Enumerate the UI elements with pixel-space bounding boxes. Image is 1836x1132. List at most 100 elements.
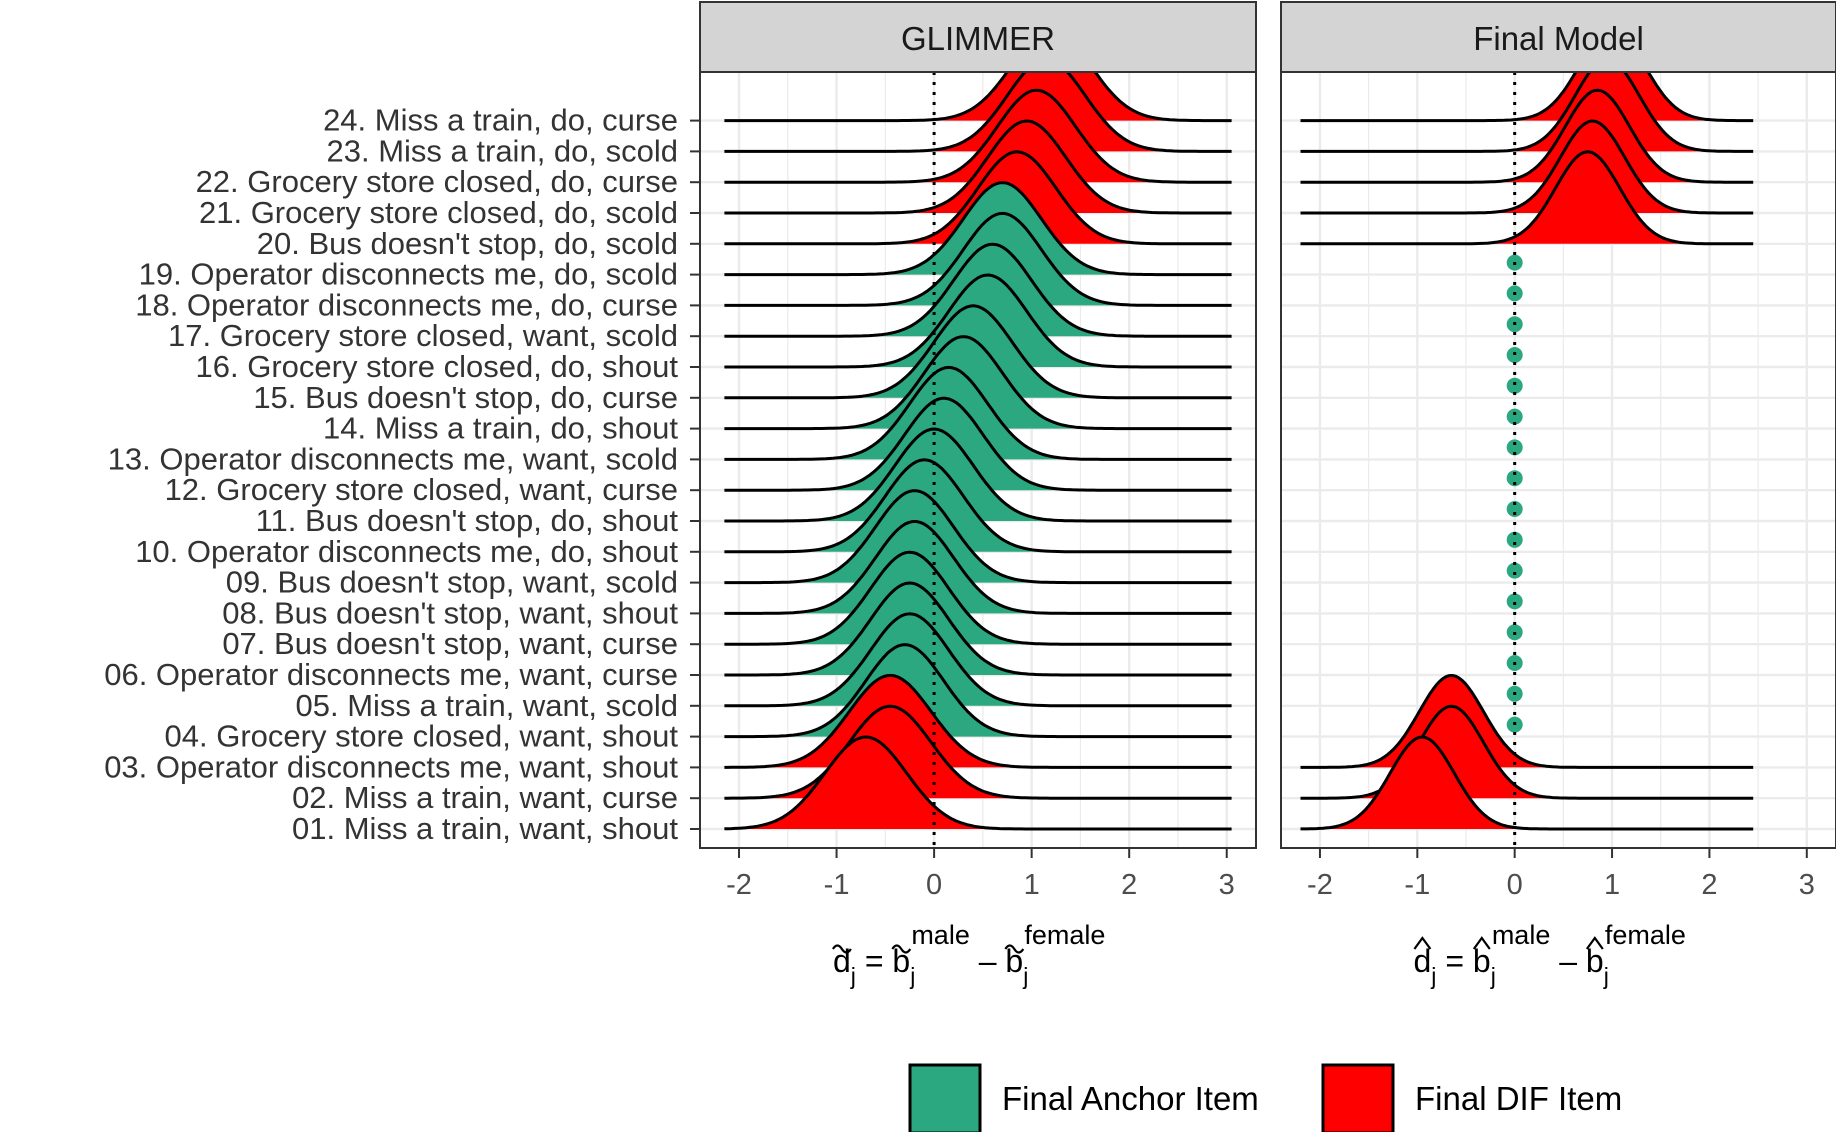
ridge-fill — [1300, 121, 1754, 213]
ridges — [724, 27, 1232, 831]
item-label: 21. Grocery store closed, do, scold — [199, 195, 678, 230]
strip-title: GLIMMER — [901, 20, 1055, 57]
panel-final-model: Final Model -2 -1 0 1 2 3 dj = bjmale – bjfemal… — [1280, 1, 1836, 989]
ridge-fill — [724, 429, 1232, 521]
x-axis-label: dj = bjmale – bjfemale — [831, 920, 1105, 989]
anchor-point — [1506, 593, 1523, 610]
legend-key-anchor — [908, 1063, 982, 1132]
x-axis-label-text: dj = bjmale – bjfemale — [833, 920, 1105, 989]
legend-label: Final DIF Item — [1415, 1080, 1622, 1117]
anchor-point — [1506, 531, 1523, 548]
ridge-outline — [724, 57, 1232, 153]
x-tick-label: -2 — [1307, 869, 1333, 901]
x-tick-label: 0 — [926, 869, 942, 901]
x-tick-label: 3 — [1219, 869, 1235, 901]
x-axis-label: dj = bjmale – bjfemale — [1414, 920, 1686, 989]
item-label: 01. Miss a train, want, shout — [292, 811, 678, 846]
anchor-point — [1506, 501, 1523, 517]
strip-background — [1280, 1, 1836, 73]
ridge-outline — [724, 581, 1232, 677]
ridge-outline — [724, 304, 1232, 400]
x-tick-label: -2 — [726, 869, 752, 901]
hat-mark — [1585, 936, 1604, 950]
ridge-fill — [724, 90, 1232, 183]
ridge-fill — [724, 459, 1232, 552]
anchor-point — [1506, 377, 1523, 394]
ridge-outline — [724, 704, 1232, 800]
x-tick-label: 2 — [1701, 869, 1717, 901]
item-label: 06. Operator disconnects me, want, curse — [104, 657, 678, 692]
strip-title: Final Model — [1473, 20, 1644, 57]
legend: Final Anchor Item Final DIF Item — [908, 1063, 1622, 1132]
legend-key-dif — [1321, 1063, 1395, 1132]
item-label: 15. Bus doesn't stop, do, curse — [253, 380, 678, 415]
ridge-outline — [724, 673, 1232, 769]
item-label: 08. Bus doesn't stop, want, shout — [222, 595, 678, 630]
ridge-outline — [724, 211, 1232, 307]
ridge-fill — [724, 737, 1232, 829]
ridge-outline — [1300, 674, 1754, 769]
x-tick-label: -1 — [824, 869, 850, 901]
ridge-outline — [724, 458, 1232, 554]
ridge-fill — [1300, 90, 1754, 183]
x-axis: -2 -1 0 1 2 3 — [1307, 848, 1815, 901]
ridge-outline — [724, 273, 1232, 369]
ridge-outline — [724, 396, 1232, 492]
item-label: 17. Grocery store closed, want, scold — [168, 318, 678, 353]
ridge-fill — [724, 552, 1232, 645]
tilde-mark — [831, 944, 852, 954]
item-label: 18. Operator disconnects me, do, curse — [135, 287, 678, 322]
item-label: 12. Grocery store closed, want, curse — [165, 472, 678, 507]
ridge-outline — [724, 365, 1232, 461]
item-label: 10. Operator disconnects me, do, shout — [135, 534, 678, 569]
ridge-outline — [724, 612, 1232, 708]
hat-mark — [1413, 936, 1432, 950]
ridges — [1300, 27, 1754, 831]
item-label: 22. Grocery store closed, do, curse — [196, 164, 678, 199]
ridge-outline — [724, 427, 1232, 523]
anchor-point — [1506, 470, 1523, 487]
ridge-fill — [724, 583, 1232, 675]
ridge-fill — [724, 59, 1232, 152]
ridge-outline — [1300, 150, 1754, 246]
item-label: 09. Bus doesn't stop, want, scold — [226, 565, 678, 600]
x-tick-label: 2 — [1121, 869, 1137, 901]
tilde-mark — [891, 944, 912, 954]
ridge-outline — [1300, 735, 1754, 831]
ridge-outline — [724, 150, 1232, 246]
ridge-outline — [724, 520, 1232, 615]
x-axis-label-text: dj = bjmale – bjfemale — [1414, 920, 1686, 989]
ridge-outline — [724, 643, 1232, 739]
item-label: 19. Operator disconnects me, do, scold — [139, 257, 678, 292]
ridge-fill — [724, 367, 1232, 460]
anchor-point — [1506, 439, 1523, 456]
x-axis: -2 -1 0 1 2 3 — [726, 848, 1235, 901]
legend-label: Final Anchor Item — [1002, 1080, 1259, 1117]
ridge-fill — [724, 613, 1232, 706]
item-label: 13. Operator disconnects me, want, scold — [108, 441, 678, 476]
x-tick-label: 3 — [1799, 869, 1815, 901]
panel-glimmer: GLIMMER -2 -1 0 1 2 3 dj = bjmale – bjfemale — [699, 1, 1257, 989]
ridge-outline — [724, 335, 1232, 431]
item-label: 16. Grocery store closed, do, shout — [196, 349, 679, 384]
item-label: 23. Miss a train, do, scold — [327, 133, 679, 168]
ridge-outline — [724, 735, 1232, 831]
ridge-outline — [724, 550, 1232, 646]
x-tick-label: 1 — [1024, 869, 1040, 901]
item-label: 20. Bus doesn't stop, do, scold — [257, 226, 678, 261]
anchor-point — [1506, 347, 1523, 363]
ridge-fill — [1300, 59, 1754, 152]
ridge-outline — [724, 27, 1232, 123]
ridge-outline — [1300, 57, 1754, 153]
ridge-outline — [724, 88, 1232, 184]
ridge-fill — [1300, 737, 1754, 829]
strip-background — [699, 1, 1257, 73]
ridge-outline — [1300, 704, 1754, 800]
item-label: 03. Operator disconnects me, want, shout — [104, 749, 678, 784]
ridge-fill — [724, 398, 1232, 491]
item-label: 02. Miss a train, want, curse — [292, 780, 678, 815]
hat-mark — [1472, 936, 1491, 950]
item-label: 14. Miss a train, do, shout — [323, 411, 678, 446]
item-label: 04. Grocery store closed, want, shout — [165, 719, 679, 754]
ridge-outline — [1300, 88, 1754, 184]
